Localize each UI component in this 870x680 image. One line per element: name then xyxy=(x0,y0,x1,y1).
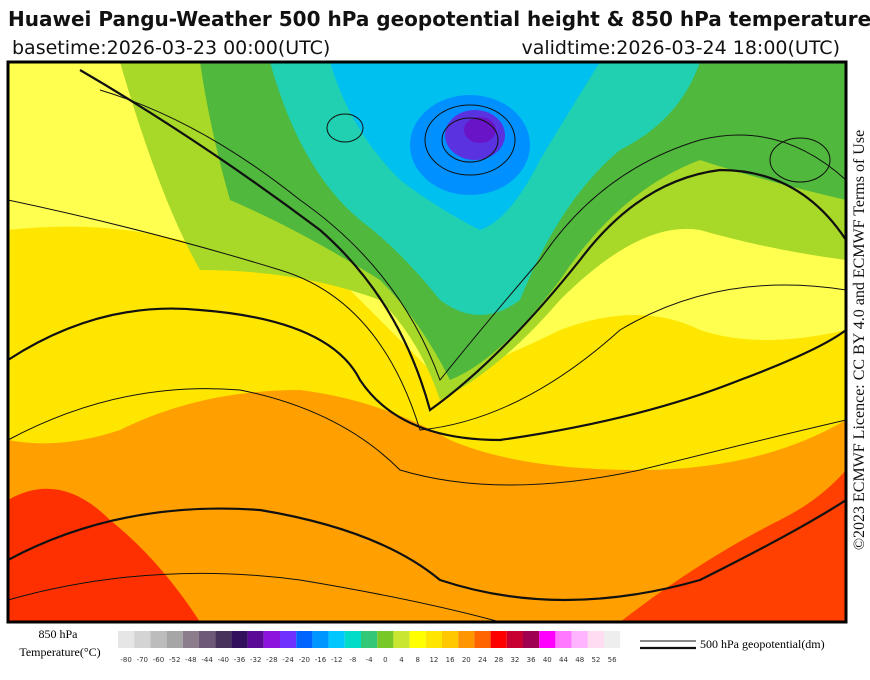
colorbar-swatch xyxy=(231,631,248,648)
colorbar-swatch xyxy=(134,631,151,648)
colorbar-tick-label: 8 xyxy=(415,656,419,664)
colorbar-tick-label: 24 xyxy=(478,656,487,664)
title: Huawei Pangu-Weather 500 hPa geopotentia… xyxy=(8,7,870,31)
colorbar-swatch xyxy=(571,631,588,648)
colorbar-swatch xyxy=(604,631,621,648)
colorbar-tick-label: -28 xyxy=(266,656,277,664)
colorbar-tick-label: 28 xyxy=(494,656,503,664)
colorbar-tick-label: 12 xyxy=(429,656,438,664)
colorbar-tick-label: 48 xyxy=(575,656,584,664)
colorbar-swatch xyxy=(328,631,345,648)
colorbar-tick-label: 20 xyxy=(462,656,471,664)
colorbar-tick-label: -8 xyxy=(349,656,356,664)
colorbar-swatch xyxy=(215,631,232,648)
colorbar-title: 850 hPa xyxy=(39,627,79,641)
colorbar-tick-label: 0 xyxy=(383,656,387,664)
cold-core xyxy=(464,117,496,143)
colorbar-swatch xyxy=(555,631,572,648)
colorbar-swatch xyxy=(377,631,394,648)
colorbar-tick-label: -4 xyxy=(366,656,374,664)
colorbar-swatch xyxy=(199,631,216,648)
colorbar-tick-label: -80 xyxy=(120,656,131,664)
contours xyxy=(8,69,846,622)
contour-legend: 500 hPa geopotential(dm) xyxy=(700,637,825,651)
colorbar-swatch xyxy=(344,631,361,648)
warm-region xyxy=(620,470,846,622)
colorbar: -80 -70 -60 -52 -48 -44 -40 -36 -32 -28 -24 -20 -16-… xyxy=(118,631,621,664)
colorbar-tick-label: -12 xyxy=(331,656,342,664)
validtime: validtime:2026-03-24 18:00(UTC) xyxy=(521,37,840,59)
colorbar-swatch xyxy=(312,631,329,648)
colorbar-tick-label: 4 xyxy=(399,656,404,664)
colorbar-swatch xyxy=(442,631,459,648)
colorbar-swatch xyxy=(490,631,507,648)
colorbar-swatch xyxy=(409,631,426,648)
map-frame xyxy=(6,60,848,624)
colorbar-swatch xyxy=(182,631,199,648)
colorbar-swatch xyxy=(150,631,167,648)
colorbar-swatch xyxy=(247,631,264,648)
colorbar-swatch xyxy=(166,631,183,648)
colorbar-tick-label: 16 xyxy=(446,656,455,664)
colorbar-tick-label: 56 xyxy=(608,656,617,664)
colorbar-tick-label: -70 xyxy=(137,656,148,664)
colorbar-swatch xyxy=(425,631,442,648)
colorbar-swatch xyxy=(539,631,556,648)
colorbar-tick-label: 44 xyxy=(559,656,568,664)
colorbar-swatch xyxy=(523,631,540,648)
colorbar-tick-label: 52 xyxy=(591,656,600,664)
colorbar-swatch xyxy=(280,631,297,648)
colorbar-swatch xyxy=(263,631,280,648)
colorbar-tick-label: 32 xyxy=(510,656,519,664)
colorbar-tick-label: -40 xyxy=(218,656,229,664)
colorbar-tick-label: 36 xyxy=(527,656,536,664)
colorbar-tick-label: -44 xyxy=(201,656,213,664)
colorbar-swatch xyxy=(474,631,491,648)
colorbar-tick-label: -36 xyxy=(234,656,246,664)
colorbar-swatch xyxy=(587,631,604,648)
colorbar-swatch xyxy=(506,631,523,648)
colorbar-tick-label: -16 xyxy=(315,656,327,664)
colorbar-swatch xyxy=(393,631,410,648)
colorbar-tick-label: -60 xyxy=(153,656,164,664)
colorbar-swatch xyxy=(118,631,135,648)
colorbar-tick-label: -32 xyxy=(250,656,261,664)
colorbar-tick-label: -24 xyxy=(282,656,294,664)
colorbar-title: Temperature(°C) xyxy=(19,645,100,659)
colorbar-swatch xyxy=(296,631,313,648)
colorbar-tick-label: -20 xyxy=(299,656,310,664)
colorbar-tick-label: 40 xyxy=(543,656,552,664)
colorbar-tick-label: -48 xyxy=(185,656,196,664)
basetime: basetime:2026-03-23 00:00(UTC) xyxy=(12,37,330,59)
colorbar-swatch xyxy=(361,631,378,648)
license: ©2023 ECMWF Licence: CC BY 4.0 and ECMWF… xyxy=(851,130,868,550)
colorbar-swatch xyxy=(458,631,475,648)
colorbar-tick-label: -52 xyxy=(169,656,180,664)
map xyxy=(8,62,846,622)
